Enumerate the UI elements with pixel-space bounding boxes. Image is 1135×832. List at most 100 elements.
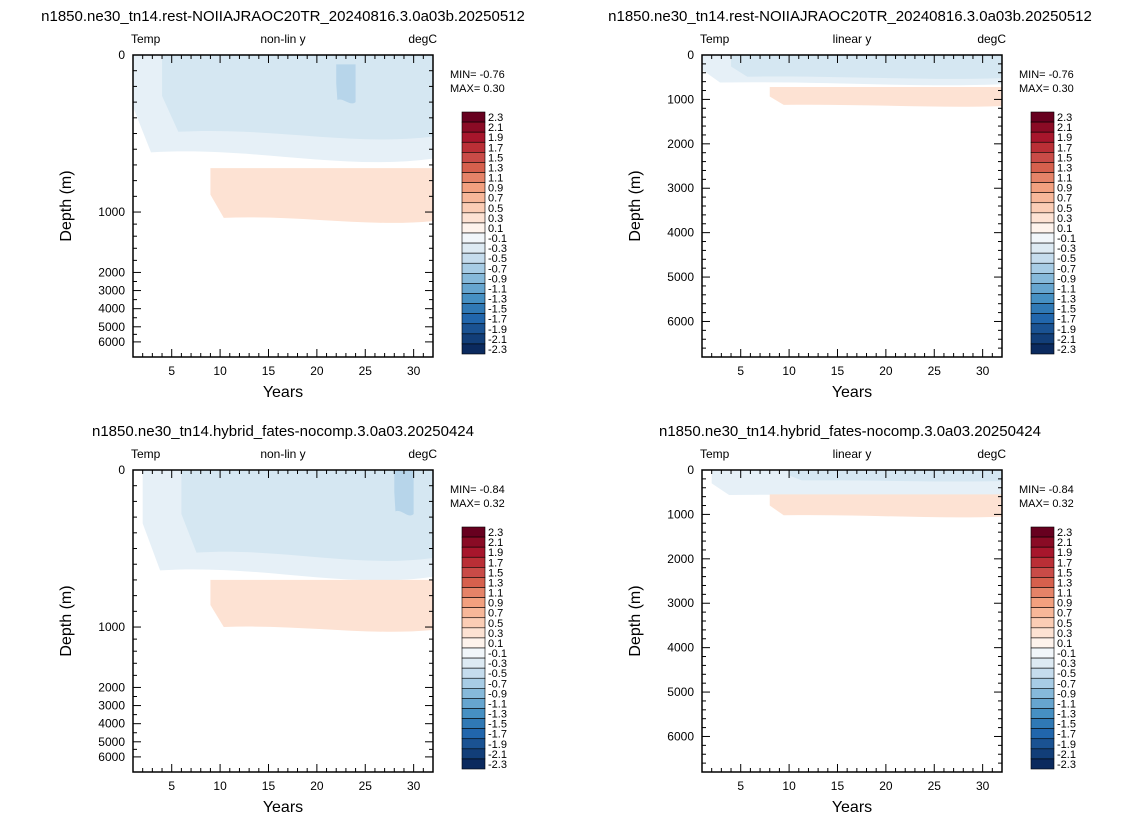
max-value-text: MAX= 0.30 [1019, 83, 1074, 95]
x-tick-label: 5 [737, 779, 744, 793]
colorbar-label: 1.9 [1057, 132, 1072, 144]
center-label: linear y [833, 32, 872, 46]
max-value-text: MAX= 0.32 [450, 498, 505, 510]
y-tick-label: 2000 [98, 680, 125, 694]
colorbar-swatch [1030, 758, 1055, 770]
colorbar-label: 1.1 [488, 173, 503, 185]
colorbar-swatch [1030, 698, 1055, 709]
colorbar-swatch [1030, 577, 1055, 588]
colorbar-swatch [461, 748, 486, 760]
colorbar-swatch [461, 141, 486, 153]
colorbar-label: 1.5 [488, 567, 503, 579]
colorbar-label: -2.1 [488, 749, 507, 761]
colorbar-label: -0.9 [1057, 273, 1076, 285]
colorbar-label: 1.3 [1057, 577, 1072, 589]
colorbar-swatch [1030, 343, 1055, 355]
colorbar-label: -0.5 [488, 253, 507, 265]
contour-region-2 [789, 470, 1002, 482]
colorbar-swatch [461, 111, 486, 123]
y-tick-label: 2000 [98, 265, 125, 279]
colorbar-label: -1.5 [1057, 304, 1076, 316]
y-tick-label: 6000 [98, 750, 125, 764]
x-tick-label: 5 [168, 364, 175, 378]
colorbar-label: 2.3 [1057, 527, 1072, 539]
colorbar-swatch [1030, 607, 1055, 619]
colorbar-label: 0.3 [1057, 628, 1072, 640]
center-label: non-lin y [260, 447, 305, 461]
x-tick-label: 25 [928, 779, 942, 793]
right-label: degC [408, 32, 437, 46]
colorbar-swatch [1030, 273, 1055, 284]
y-tick-label: 3000 [667, 181, 694, 195]
x-tick-label: 10 [782, 364, 796, 378]
colorbar-label: -0.5 [1057, 668, 1076, 680]
y-axis-title: Depth (m) [627, 170, 644, 241]
min-value-text: MIN= -0.76 [1019, 69, 1074, 81]
colorbar-label: 2.1 [1057, 537, 1072, 549]
colorbar-label: -0.7 [1057, 263, 1076, 275]
chart-title: n1850.ne30_tn14.rest-NOIIAJRAOC20TR_2024… [41, 8, 525, 25]
x-tick-label: 10 [213, 364, 227, 378]
colorbar-swatch [1030, 738, 1055, 750]
y-axis-title: Depth (m) [58, 585, 75, 656]
colorbar-swatch [461, 667, 486, 679]
colorbar-swatch [1030, 323, 1055, 335]
colorbar-label: 2.3 [488, 527, 503, 539]
colorbar-label: -1.9 [1057, 739, 1076, 751]
colorbar-swatch [1030, 637, 1055, 649]
x-tick-label: 15 [831, 779, 845, 793]
x-tick-label: 30 [407, 364, 421, 378]
colorbar-label: -0.5 [488, 668, 507, 680]
colorbar-label: 1.5 [1057, 567, 1072, 579]
min-value-text: MIN= -0.84 [1019, 484, 1074, 496]
colorbar-label: 0.3 [488, 628, 503, 640]
x-tick-label: 10 [213, 779, 227, 793]
x-axis-title: Years [263, 799, 303, 816]
colorbar-label: 1.7 [1057, 142, 1072, 154]
colorbar-swatch [1030, 546, 1055, 558]
colorbar-swatch [1030, 162, 1055, 173]
x-axis-title: Years [263, 384, 303, 401]
colorbar-swatch [1030, 567, 1055, 578]
y-tick-label: 1000 [667, 507, 694, 521]
colorbar-label: 2.1 [488, 122, 503, 134]
colorbar-label: -1.9 [1057, 324, 1076, 336]
contour-region-4 [210, 579, 433, 632]
colorbar-label: 1.1 [1057, 588, 1072, 600]
max-value-text: MAX= 0.30 [450, 83, 505, 95]
colorbar-swatch [1030, 667, 1055, 679]
colorbar-label: 1.7 [1057, 557, 1072, 569]
colorbar-label: -1.9 [488, 324, 507, 336]
colorbar-swatch [1030, 728, 1055, 740]
colorbar-swatch [461, 172, 486, 183]
colorbar-label: -1.1 [1057, 283, 1076, 295]
colorbar-label: 2.3 [1057, 112, 1072, 124]
colorbar-label: -0.5 [1057, 253, 1076, 265]
colorbar-label: 1.3 [1057, 162, 1072, 174]
colorbar-swatch [461, 152, 486, 163]
colorbar-swatch [461, 587, 486, 598]
contour-region-3 [769, 494, 1002, 518]
colorbar-swatch [1030, 748, 1055, 760]
colorbar-label: 0.3 [1057, 213, 1072, 225]
colorbar-swatch [461, 627, 486, 639]
colorbar-swatch [461, 526, 486, 538]
colorbar-swatch [1030, 242, 1055, 254]
colorbar-label: 1.5 [488, 152, 503, 164]
colorbar-label: 2.1 [488, 537, 503, 549]
y-tick-label: 6000 [667, 314, 694, 328]
chart-title: n1850.ne30_tn14.hybrid_fates-nocomp.3.0a… [92, 423, 474, 440]
colorbar-label: -0.1 [488, 648, 507, 660]
colorbar-label: -0.9 [488, 688, 507, 700]
contour-region-2 [162, 55, 433, 140]
colorbar-swatch [461, 698, 486, 709]
right-label: degC [977, 447, 1006, 461]
chart-panel-2: n1850.ne30_tn14.rest-NOIIAJRAOC20TR_2024… [608, 8, 1092, 401]
colorbar-label: -0.7 [488, 263, 507, 275]
x-tick-label: 10 [782, 779, 796, 793]
colorbar-swatch [1030, 252, 1055, 264]
colorbar-label: -1.7 [1057, 314, 1076, 326]
colorbar-label: 1.7 [488, 557, 503, 569]
x-tick-label: 20 [310, 779, 324, 793]
